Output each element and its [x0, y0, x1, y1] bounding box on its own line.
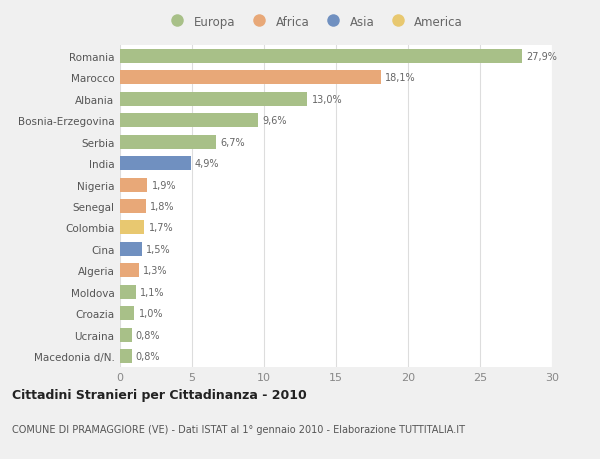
- Text: 0,8%: 0,8%: [136, 330, 160, 340]
- Bar: [120, 114, 258, 128]
- Text: 18,1%: 18,1%: [385, 73, 416, 83]
- Bar: [120, 178, 148, 192]
- Bar: [120, 93, 307, 106]
- Text: 4,9%: 4,9%: [195, 159, 220, 169]
- Bar: [120, 221, 145, 235]
- Bar: [120, 242, 142, 256]
- Bar: [120, 307, 134, 320]
- Text: Cittadini Stranieri per Cittadinanza - 2010: Cittadini Stranieri per Cittadinanza - 2…: [12, 388, 307, 401]
- Text: 1,8%: 1,8%: [150, 202, 175, 212]
- Bar: [120, 50, 522, 64]
- Bar: [120, 71, 380, 85]
- Bar: [120, 328, 131, 342]
- Text: 0,8%: 0,8%: [136, 352, 160, 362]
- Bar: [120, 264, 139, 278]
- Text: 1,9%: 1,9%: [152, 180, 176, 190]
- Legend: Europa, Africa, Asia, America: Europa, Africa, Asia, America: [163, 13, 466, 31]
- Bar: [120, 200, 146, 213]
- Bar: [120, 350, 131, 364]
- Text: 1,3%: 1,3%: [143, 266, 167, 276]
- Text: 1,7%: 1,7%: [149, 223, 173, 233]
- Text: COMUNE DI PRAMAGGIORE (VE) - Dati ISTAT al 1° gennaio 2010 - Elaborazione TUTTIT: COMUNE DI PRAMAGGIORE (VE) - Dati ISTAT …: [12, 425, 465, 435]
- Text: 6,7%: 6,7%: [221, 137, 245, 147]
- Text: 27,9%: 27,9%: [526, 51, 557, 62]
- Bar: [120, 157, 191, 171]
- Bar: [120, 285, 136, 299]
- Text: 13,0%: 13,0%: [311, 95, 342, 105]
- Bar: [120, 135, 217, 149]
- Text: 1,1%: 1,1%: [140, 287, 164, 297]
- Text: 1,0%: 1,0%: [139, 308, 163, 319]
- Text: 9,6%: 9,6%: [263, 116, 287, 126]
- Text: 1,5%: 1,5%: [146, 244, 170, 254]
